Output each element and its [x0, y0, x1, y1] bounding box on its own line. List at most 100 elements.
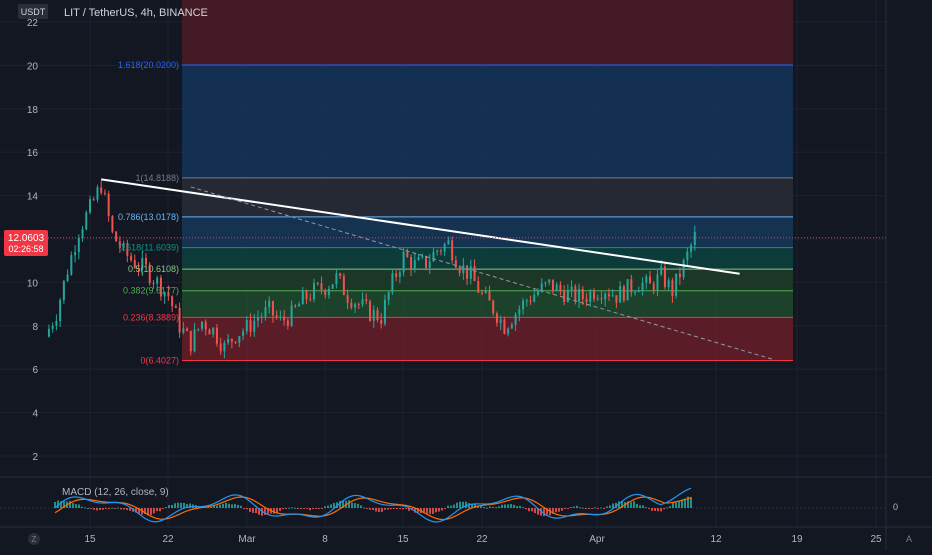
macd-histogram-bar [288, 507, 290, 509]
macd-histogram-bar [309, 508, 311, 511]
candle-body [555, 284, 558, 291]
macd-histogram-bar [468, 503, 470, 508]
macd-histogram-bar [348, 500, 350, 508]
fibonacci-retracement[interactable] [182, 0, 793, 361]
macd-histogram-bar [60, 501, 62, 508]
macd-histogram-bar [231, 504, 233, 508]
candle-body [92, 199, 95, 201]
macd-histogram-bar [180, 502, 182, 508]
macd-histogram-bar [480, 505, 482, 508]
resistance-trendline [101, 178, 740, 275]
currency-badge[interactable] [18, 4, 48, 19]
macd-pane [0, 487, 886, 523]
macd-histogram-bar [396, 508, 398, 510]
macd-histogram-bar [513, 504, 515, 508]
macd-histogram-bar [294, 507, 296, 509]
macd-histogram-bar [252, 508, 254, 513]
candle-body [529, 300, 532, 302]
macd-histogram-bar [642, 505, 644, 508]
candle-body [111, 216, 114, 232]
macd-legend[interactable]: MACD (12, 26, close, 9) [62, 487, 169, 498]
candle-body [387, 292, 390, 300]
candle-body [533, 294, 536, 302]
time-tick-15: 15 [397, 534, 409, 545]
macd-line [54, 487, 692, 523]
macd-histogram-bar [501, 504, 503, 508]
macd-histogram-bar [303, 508, 305, 509]
macd-histogram-bar [324, 506, 326, 508]
time-tick-12: 12 [710, 534, 722, 545]
time-tick-22: 22 [476, 534, 488, 545]
candle-body [510, 324, 513, 329]
timezone-icon[interactable] [28, 533, 40, 545]
macd-histogram-bar [438, 508, 440, 512]
candle-body [286, 320, 289, 326]
macd-histogram-bar [519, 505, 521, 508]
candle-body [130, 255, 133, 261]
candle-body [522, 300, 525, 310]
macd-histogram-bar [369, 508, 371, 510]
candle-body [148, 264, 151, 284]
macd-histogram-bar [690, 496, 692, 508]
price-tick-10: 10 [27, 278, 39, 289]
macd-histogram-bar [357, 503, 359, 508]
candle-body [212, 327, 215, 335]
candle-body [630, 279, 633, 293]
candle-body [574, 286, 577, 302]
candle-body [462, 265, 465, 274]
candle-body [484, 290, 487, 293]
candle-body [77, 237, 80, 253]
candle-body [327, 288, 330, 295]
candle-body [313, 283, 315, 300]
candle-body [376, 309, 379, 321]
candle-body [596, 298, 599, 300]
macd-histogram-bar [633, 501, 635, 508]
candle-body [507, 328, 510, 334]
candle-body [637, 290, 640, 293]
macd-histogram-bar [534, 508, 536, 514]
macd-histogram-bar [279, 508, 281, 511]
macd-histogram-bar [555, 508, 557, 513]
candle-body [372, 309, 375, 321]
candle-body [656, 274, 659, 291]
macd-histogram-bar [597, 508, 599, 509]
macd-histogram-bar [159, 508, 161, 512]
macd-histogram-bar [162, 508, 164, 509]
time-axis[interactable]: 15 22 Mar 8 15 22 Apr 12 19 25 [84, 534, 882, 545]
candle-body [451, 240, 454, 261]
macd-histogram-bar [189, 503, 191, 508]
macd-histogram-bar [123, 508, 125, 510]
candle-body [473, 266, 476, 282]
macd-histogram-bar [105, 508, 107, 509]
macd-histogram-bar [102, 508, 104, 510]
price-tick-2: 2 [32, 452, 38, 463]
candle-body [492, 300, 495, 314]
candle-body [383, 299, 386, 324]
candle-body [619, 286, 622, 303]
candle-body [81, 229, 84, 238]
candle-body [324, 289, 327, 295]
candle-body [107, 193, 110, 217]
macd-histogram-bar [174, 503, 176, 508]
macd-histogram-bar [363, 507, 365, 509]
price-tick-14: 14 [27, 192, 39, 203]
macd-histogram-bar [588, 508, 590, 509]
candle-body [525, 300, 528, 302]
candle-body [410, 257, 413, 270]
time-tick-15: 15 [84, 534, 96, 545]
macd-histogram-bar [486, 507, 488, 509]
drawn-lines[interactable] [101, 178, 774, 360]
symbol-title[interactable]: LIT / TetherUS, 4h, BINANCE [64, 7, 208, 19]
auto-scale-button[interactable]: A [906, 534, 912, 544]
candle-body [66, 274, 69, 281]
macd-histogram-bar [510, 504, 512, 508]
time-tick-19: 19 [791, 534, 803, 545]
candle-body [309, 299, 312, 301]
macd-histogram-bar [186, 504, 188, 508]
candle-body [156, 277, 159, 284]
macd-histogram-bar [240, 505, 242, 508]
macd-histogram-bar [621, 501, 623, 508]
candle-body [566, 290, 569, 302]
